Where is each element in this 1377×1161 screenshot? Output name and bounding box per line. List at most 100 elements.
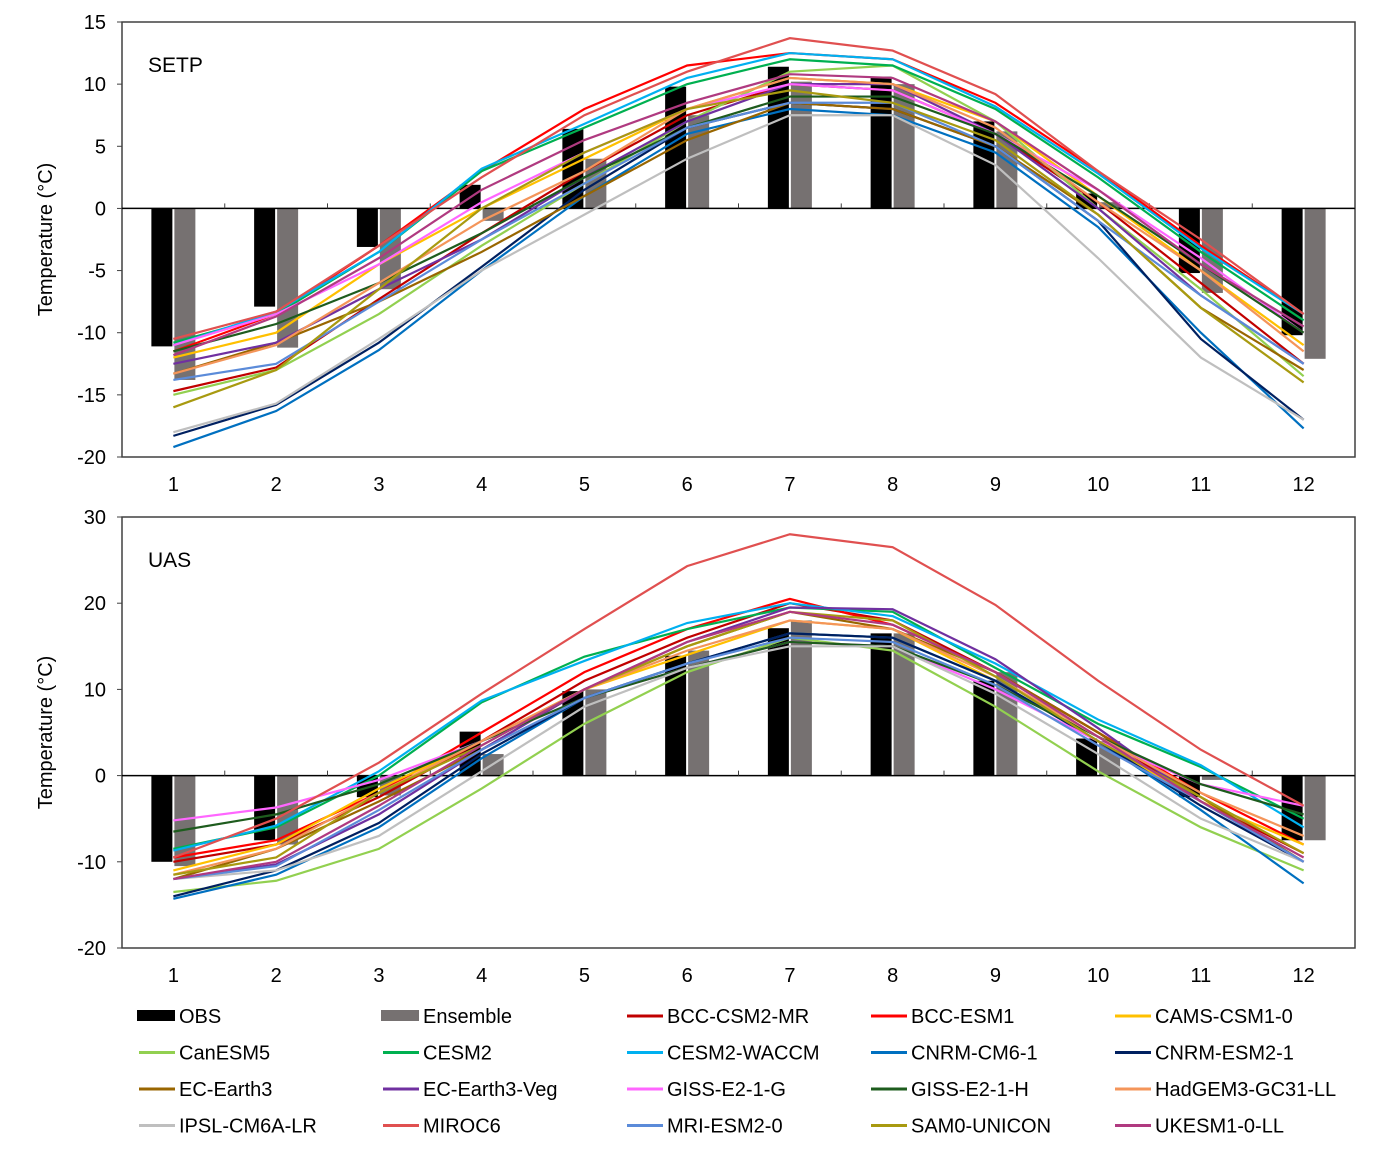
y-tick-label: -20 [77, 447, 106, 469]
series-line-ipsl-cm6a-lr [173, 114, 1305, 434]
series-line-giss-e2-1-h [173, 95, 1305, 353]
y-tick-label: -10 [77, 852, 106, 874]
legend-label: CESM2 [423, 1043, 492, 1065]
plot-frame [121, 516, 1356, 949]
y-tick-label: 30 [84, 507, 106, 529]
x-tick-label: 4 [476, 474, 487, 496]
bar-ensemble [1201, 775, 1223, 780]
legend-label: GISS-E2-1-G [667, 1079, 786, 1101]
x-tick-label: 11 [1190, 474, 1211, 496]
x-tick-label: 7 [784, 474, 795, 496]
bar-obs [973, 121, 995, 209]
legend-label: CNRM-ESM2-1 [1155, 1043, 1294, 1065]
legend-swatch [381, 1010, 419, 1021]
legend-label: CESM2-WACCM [667, 1043, 820, 1065]
x-tick-label: 6 [682, 965, 693, 987]
bar-obs [870, 633, 892, 776]
x-tick-label: 12 [1293, 965, 1315, 987]
x-tick-label: 10 [1087, 474, 1109, 496]
x-tick-label: 2 [271, 965, 282, 987]
legend-label: CanESM5 [179, 1043, 270, 1065]
series-line-sam0-unicon [173, 610, 1305, 876]
legend-label: GISS-E2-1-H [911, 1079, 1029, 1101]
series-line-ipsl-cm6a-lr [173, 645, 1305, 881]
bar-ensemble [790, 620, 812, 776]
x-tick-label: 12 [1293, 474, 1315, 496]
y-tick-label: 10 [84, 74, 106, 96]
legend-label: OBS [179, 1006, 221, 1028]
bar-obs [973, 680, 995, 776]
series-line-ukesm1-0-ll [173, 610, 1305, 881]
y-tick-label: 0 [95, 198, 106, 220]
series-line-sam0-unicon [172, 89, 1305, 409]
series-line-mri-esm2-0 [173, 636, 1305, 881]
bar-ensemble [893, 633, 915, 776]
bar-ensemble [1201, 208, 1223, 293]
x-tick-label: 4 [476, 965, 487, 987]
bar-obs [356, 208, 378, 247]
series-line-miroc6 [172, 533, 1305, 859]
x-tick-label: 9 [990, 965, 1001, 987]
series-line-giss-e2-1-h [173, 640, 1304, 833]
bar-obs [562, 691, 584, 776]
x-tick-label: 2 [271, 474, 282, 496]
x-tick-label: 8 [887, 965, 898, 987]
bar-ensemble [585, 689, 607, 776]
legend-label: BCC-ESM1 [911, 1006, 1014, 1028]
bar-obs [151, 208, 173, 347]
x-tick-label: 3 [373, 474, 384, 496]
series-line-bcc-csm2-mr [173, 602, 1305, 863]
y-tick-label: 20 [84, 593, 106, 615]
x-tick-label: 8 [887, 474, 898, 496]
series-line-hadgem3-gc31-ll [173, 619, 1305, 876]
legend-label: IPSL-CM6A-LR [179, 1116, 317, 1138]
series-line-ukesm1-0-ll [172, 73, 1305, 357]
x-tick-label: 5 [579, 965, 590, 987]
legend-label: UKESM1-0-LL [1155, 1116, 1284, 1138]
x-tick-label: 3 [373, 965, 384, 987]
bar-ensemble [1304, 775, 1326, 841]
legend-label: CNRM-CM6-1 [911, 1043, 1038, 1065]
legend-label: EC-Earth3-Veg [423, 1079, 558, 1101]
bar-obs [767, 628, 789, 776]
x-tick-label: 9 [990, 474, 1001, 496]
series-line-cesm2-waccm [173, 51, 1305, 347]
bar-obs [665, 655, 687, 776]
legend-swatch [137, 1010, 175, 1021]
legend-label: EC-Earth3 [179, 1079, 272, 1101]
x-tick-label: 10 [1087, 965, 1109, 987]
x-tick-label: 11 [1190, 965, 1211, 987]
y-tick-label: -10 [77, 323, 106, 345]
bar-ensemble [174, 775, 196, 867]
series-line-hadgem3-gc31-ll [173, 76, 1305, 375]
series-line-ec-earth3-veg [173, 83, 1305, 365]
legend-label: MRI-ESM2-0 [667, 1116, 783, 1138]
plot-frame [121, 21, 1356, 458]
bar-ensemble [688, 650, 710, 776]
bar-ensemble [1304, 208, 1326, 359]
x-tick-label: 6 [682, 474, 693, 496]
legend-label: SAM0-UNICON [911, 1116, 1051, 1138]
y-tick-label: -20 [77, 938, 106, 960]
panel-title: UAS [148, 549, 191, 572]
y-tick-label: 15 [84, 12, 106, 34]
bar-obs [254, 208, 276, 307]
x-tick-label: 1 [168, 965, 179, 987]
series-line-miroc6 [173, 37, 1305, 340]
y-axis-label: Temperature (°C) [35, 163, 57, 317]
series-line-ec-earth3-veg [173, 606, 1305, 881]
legend-label: Ensemble [423, 1006, 512, 1028]
y-tick-label: -5 [88, 261, 106, 283]
series-line-cesm2-waccm [173, 602, 1305, 852]
series-line-mri-esm2-0 [173, 101, 1305, 382]
bar-ensemble [379, 208, 401, 290]
bar-ensemble [790, 81, 812, 209]
y-axis-label: Temperature (°C) [35, 656, 57, 810]
y-tick-label: 5 [95, 136, 106, 158]
x-tick-label: 1 [168, 474, 179, 496]
y-tick-label: 0 [95, 766, 106, 788]
panel-title: SETP [148, 54, 203, 77]
x-tick-label: 5 [579, 474, 590, 496]
